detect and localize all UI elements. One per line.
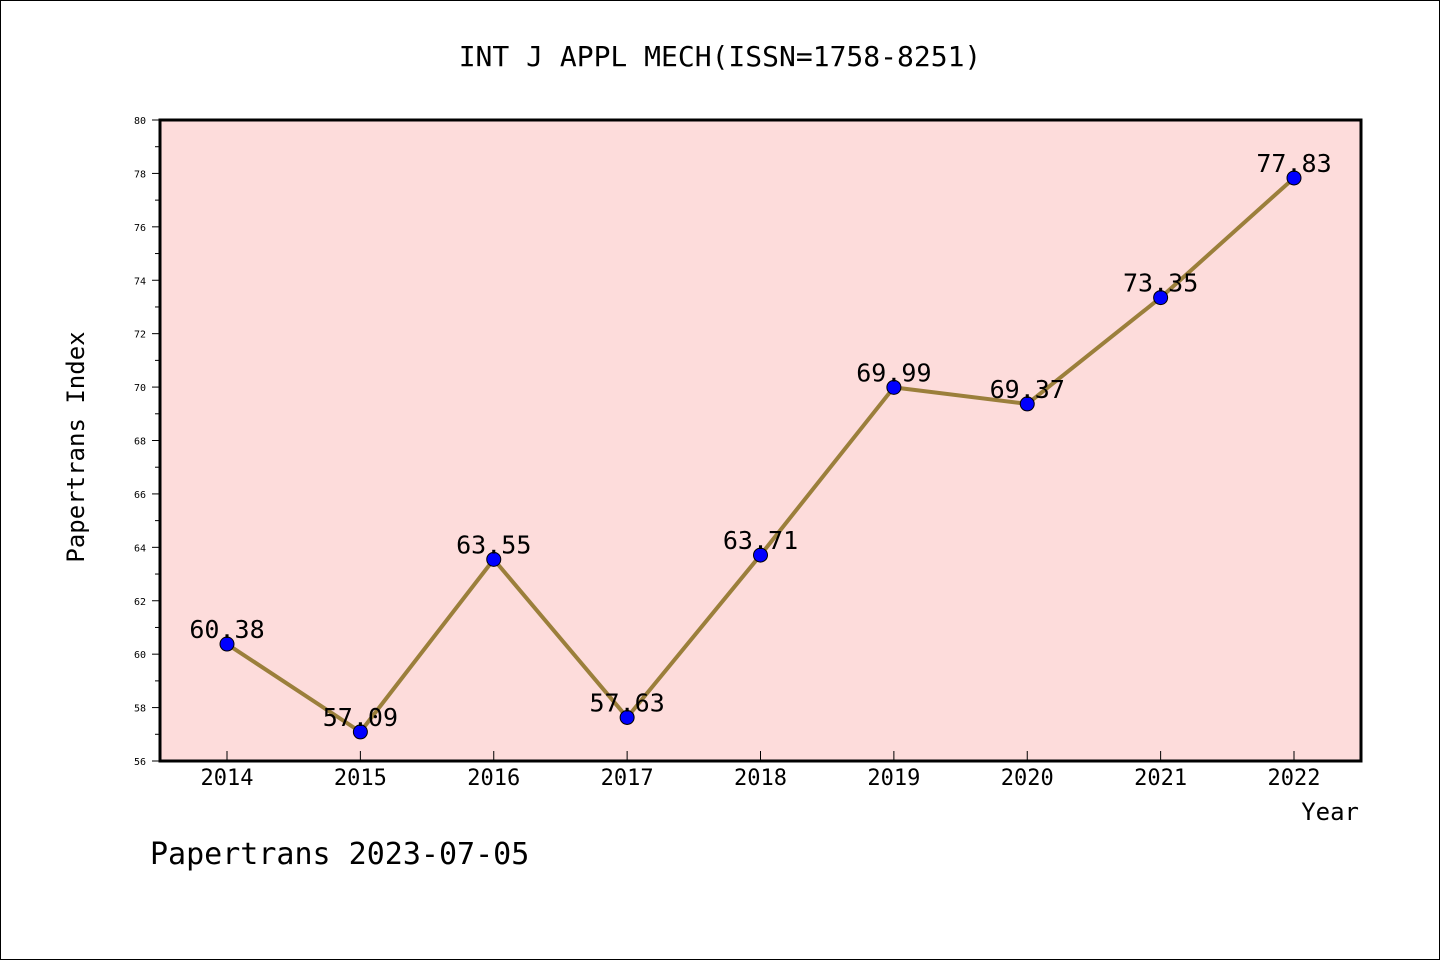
data-point-marker: [1019, 396, 1035, 412]
x-tick-label: 2018: [734, 766, 787, 791]
data-point-marker: [1286, 170, 1302, 186]
data-label: 60.38: [189, 615, 264, 644]
y-tick-label: 64: [134, 543, 146, 554]
y-tick-label: 62: [134, 597, 146, 608]
data-point-marker: [1153, 290, 1169, 306]
x-tick-label: 2021: [1134, 766, 1187, 791]
data-point-marker: [886, 379, 902, 395]
data-label: 63.55: [456, 530, 531, 559]
chart-title: INT J APPL MECH(ISSN=1758-8251): [459, 40, 982, 73]
x-tick-label: 2016: [467, 766, 520, 791]
series-line-group: [219, 170, 1302, 740]
x-tick-label: 2015: [334, 766, 387, 791]
x-axis: 2014 2015 2016 2017 2018 2019 2020 2021 2022: [201, 751, 1321, 791]
data-point-marker: [352, 724, 368, 740]
data-label: 57.09: [323, 703, 398, 732]
x-tick-label: 2019: [867, 766, 920, 791]
data-point-marker: [753, 547, 768, 563]
data-label: 69.99: [856, 358, 931, 387]
data-label: 57.63: [589, 688, 664, 717]
y-axis: 56 58 60 62 64 66 68 70 72 74 76 78 80: [134, 116, 160, 768]
data-label: 69.37: [990, 375, 1065, 404]
y-tick-label: 76: [134, 223, 146, 234]
y-tick-label: 80: [134, 116, 146, 127]
x-axis-label: Year: [1301, 798, 1359, 826]
y-tick-label: 56: [134, 757, 146, 768]
data-point-marker: [619, 709, 635, 725]
y-tick-label: 60: [134, 650, 146, 661]
x-tick-label: 2014: [201, 766, 254, 791]
x-tick-label: 2017: [601, 766, 654, 791]
x-tick-label: 2020: [1001, 766, 1054, 791]
y-tick-label: 68: [134, 437, 146, 448]
y-tick-label: 58: [134, 704, 146, 715]
data-point-marker: [219, 636, 235, 652]
y-tick-label: 78: [134, 169, 146, 180]
y-tick-label: 72: [134, 330, 146, 341]
x-tick-label: 2022: [1268, 766, 1321, 791]
y-tick-label: 66: [134, 490, 146, 501]
data-labels-group: 60.38 57.09 63.55 57.63 63.71 69.99 69.37 73.35…: [189, 149, 1331, 732]
y-tick-label: 74: [134, 276, 146, 287]
data-label: 73.35: [1123, 269, 1198, 298]
footer-text: Papertrans 2023-07-05: [150, 837, 529, 872]
y-tick-label: 70: [134, 383, 146, 394]
plot-area: [158, 118, 1363, 763]
data-point-marker: [486, 551, 502, 567]
y-axis-label: Papertrans Index: [62, 331, 90, 562]
data-label: 77.83: [1256, 149, 1331, 178]
data-label: 63.71: [723, 526, 798, 555]
